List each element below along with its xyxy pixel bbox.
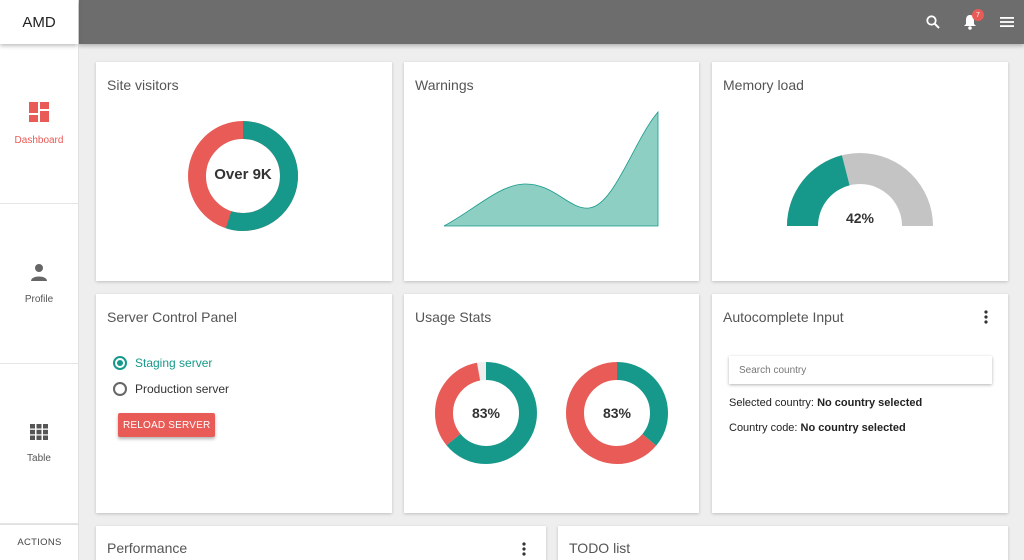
usage-gauge-1 <box>435 362 537 464</box>
radio-label: Staging server <box>135 356 213 370</box>
performance-card: Performance <box>96 526 546 560</box>
card-title: Performance <box>107 540 188 556</box>
card-title: Memory load <box>723 77 804 93</box>
warnings-area <box>444 110 659 227</box>
card-title: Site visitors <box>107 77 179 93</box>
search-country-input[interactable] <box>729 356 992 384</box>
country-code-value: No country selected <box>800 422 906 434</box>
sidebar-item-profile[interactable]: Profile <box>0 204 78 364</box>
gauge-fill <box>787 155 850 226</box>
sidebar-item-label: Profile <box>24 293 54 305</box>
selected-country-label: Selected country: <box>729 397 814 409</box>
card-title: Autocomplete Input <box>723 309 844 325</box>
memory-load-value: 42% <box>845 210 875 226</box>
more-vert-icon[interactable] <box>984 310 992 324</box>
selected-country-row: Selected country: No country selected <box>729 397 922 409</box>
warnings-area-chart <box>444 110 659 227</box>
person-icon <box>30 263 48 286</box>
bell-icon[interactable]: 7 <box>960 9 984 32</box>
autocomplete-card: Autocomplete Input Selected country: No … <box>712 294 1008 513</box>
usage-gauge-2-value: 83% <box>602 405 632 421</box>
site-visitors-value: Over 9K <box>214 166 272 183</box>
search-icon[interactable] <box>923 12 943 32</box>
more-vert-icon[interactable] <box>522 542 530 556</box>
production-server-radio[interactable]: Production server <box>113 382 229 396</box>
sidebar-item-label: Dashboard <box>14 134 64 146</box>
sidebar: AMD Dashboard Profile <box>0 0 79 560</box>
top-app-bar: 7 <box>79 0 1024 44</box>
server-control-card: Server Control Panel Staging server Prod… <box>96 294 392 513</box>
card-title: Usage Stats <box>415 309 492 325</box>
card-title: Server Control Panel <box>107 309 237 325</box>
usage-stats-card: Usage Stats 83% 83% <box>404 294 699 513</box>
radio-label: Production server <box>135 382 230 396</box>
sidebar-item-label: Table <box>27 452 51 464</box>
menu-icon[interactable] <box>997 12 1017 32</box>
notification-badge: 7 <box>972 9 984 21</box>
sidebar-item-table[interactable]: Table <box>0 364 78 524</box>
country-code-row: Country code: No country selected <box>729 422 906 434</box>
usage-gauge-2 <box>566 362 668 464</box>
warnings-card: Warnings <box>404 62 699 281</box>
site-visitors-donut <box>188 121 298 231</box>
brand-logo[interactable]: AMD <box>0 0 78 44</box>
dashboard-icon <box>29 101 49 127</box>
staging-server-radio[interactable]: Staging server <box>113 356 212 370</box>
card-title: TODO list <box>569 540 631 556</box>
memory-load-card: Memory load 42% <box>712 62 1008 281</box>
reload-server-button[interactable]: RELOAD SERVER <box>118 413 216 437</box>
actions-button[interactable]: ACTIONS <box>0 524 79 560</box>
usage-gauge-1-value: 83% <box>471 405 501 421</box>
radio-checked-icon <box>113 356 127 370</box>
site-visitors-card: Site visitors Over 9K <box>96 62 392 281</box>
memory-load-gauge <box>787 153 933 226</box>
selected-country-value: No country selected <box>817 397 923 409</box>
country-code-label: Country code: <box>729 422 798 434</box>
sidebar-item-dashboard[interactable]: Dashboard <box>0 44 78 204</box>
card-title: Warnings <box>415 77 474 93</box>
table-grid-icon <box>30 423 48 445</box>
radio-unchecked-icon <box>113 382 127 396</box>
todo-card: TODO list <box>558 526 1008 560</box>
